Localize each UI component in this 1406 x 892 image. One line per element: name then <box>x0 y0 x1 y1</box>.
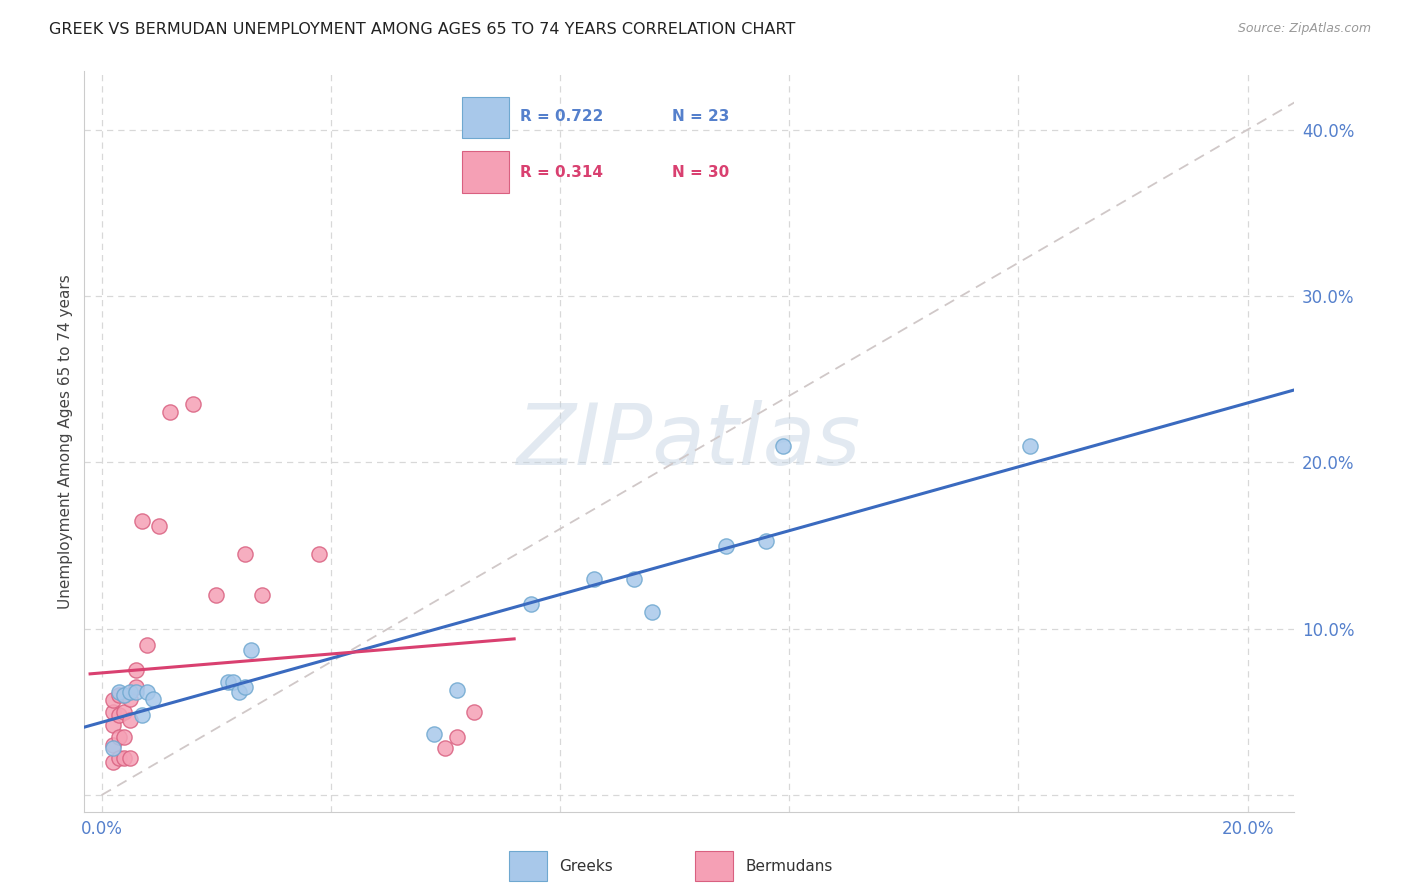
Point <box>101 755 124 769</box>
Point <box>308 547 330 561</box>
Point <box>1019 439 1042 453</box>
Point <box>142 691 165 706</box>
Point <box>136 685 159 699</box>
Point <box>125 680 148 694</box>
Point <box>423 726 446 740</box>
Point <box>101 738 124 752</box>
Text: ZIPatlas: ZIPatlas <box>517 400 860 483</box>
Point <box>159 405 181 419</box>
Point <box>101 718 124 732</box>
Point <box>120 691 142 706</box>
Point <box>125 685 148 699</box>
Text: GREEK VS BERMUDAN UNEMPLOYMENT AMONG AGES 65 TO 74 YEARS CORRELATION CHART: GREEK VS BERMUDAN UNEMPLOYMENT AMONG AGE… <box>49 22 796 37</box>
Point <box>101 741 124 756</box>
Point <box>772 439 794 453</box>
Point <box>120 713 142 727</box>
Point <box>250 589 273 603</box>
Text: Greeks: Greeks <box>560 859 613 873</box>
Point <box>131 708 153 723</box>
Point <box>623 572 645 586</box>
Point <box>131 514 153 528</box>
Point <box>446 730 468 744</box>
Point <box>217 675 239 690</box>
Point <box>520 597 543 611</box>
Text: Bermudans: Bermudans <box>745 859 832 873</box>
Point <box>714 539 737 553</box>
Point <box>463 705 485 719</box>
Point <box>101 705 124 719</box>
Point <box>107 708 129 723</box>
Point <box>181 397 204 411</box>
Point <box>120 751 142 765</box>
Point <box>233 547 256 561</box>
Point <box>228 685 250 699</box>
Point <box>205 589 228 603</box>
Point <box>583 572 606 586</box>
Point <box>114 688 136 702</box>
Text: Source: ZipAtlas.com: Source: ZipAtlas.com <box>1237 22 1371 36</box>
Point <box>120 685 142 699</box>
Point <box>136 638 159 652</box>
Point <box>114 705 136 719</box>
Point <box>107 685 129 699</box>
Point <box>107 688 129 702</box>
Point <box>114 688 136 702</box>
Point <box>114 730 136 744</box>
Point <box>107 751 129 765</box>
Point <box>114 751 136 765</box>
Point <box>222 675 245 690</box>
Point <box>755 533 778 548</box>
Point <box>446 683 468 698</box>
Point <box>641 605 664 619</box>
Point <box>101 693 124 707</box>
Point <box>233 680 256 694</box>
Point <box>148 518 170 533</box>
Point <box>107 730 129 744</box>
Point <box>125 663 148 677</box>
Point <box>434 741 457 756</box>
Y-axis label: Unemployment Among Ages 65 to 74 years: Unemployment Among Ages 65 to 74 years <box>58 274 73 609</box>
FancyBboxPatch shape <box>509 851 547 881</box>
Point <box>239 643 262 657</box>
FancyBboxPatch shape <box>695 851 733 881</box>
